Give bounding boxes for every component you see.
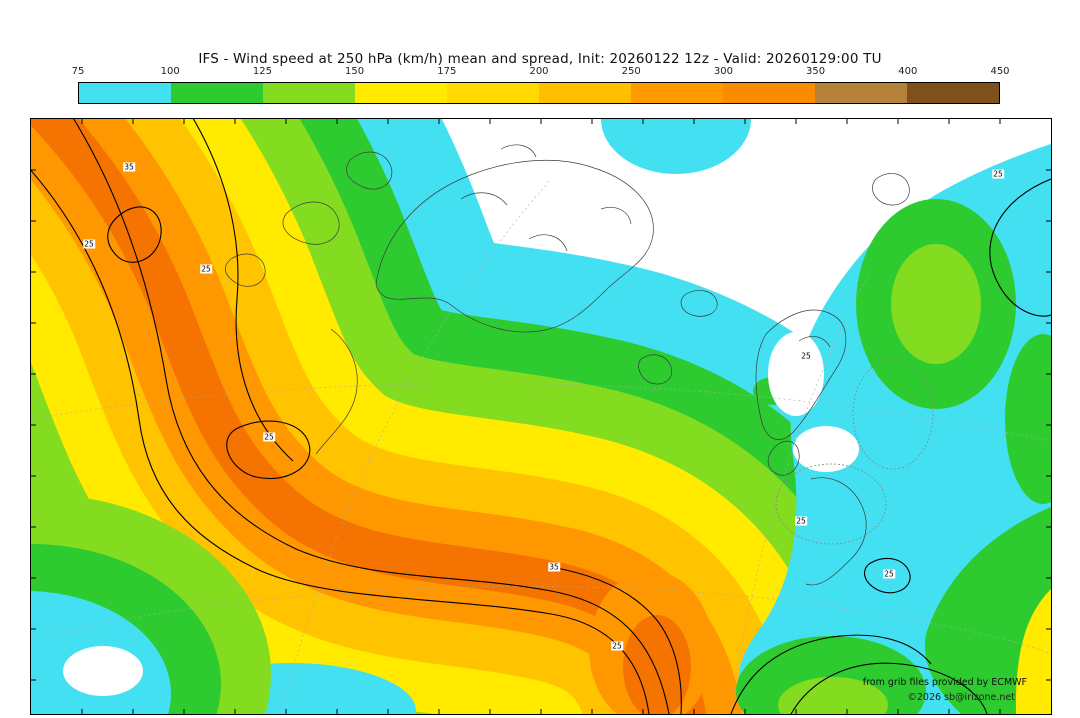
colorbar-segment — [79, 83, 171, 103]
contour-label: 25 — [992, 169, 1004, 179]
map-panel: 35 25 25 25 35 25 25 25 25 25 from grib files pro… — [30, 118, 1052, 715]
colorbar-tick-labels: 75 100 125 150 175 200 250 300 350 400 450 — [72, 66, 1010, 82]
colorbar-segment — [355, 83, 447, 103]
colorbar-scale — [78, 82, 1000, 104]
contour-label: 35 — [548, 562, 560, 572]
colorbar-tick-label: 100 — [160, 66, 180, 77]
attribution-ecmwf: from grib files provided by ECMWF — [862, 677, 1027, 688]
attribution-copyright: ©2026 sb@irizone.net — [907, 692, 1015, 703]
colorbar-segment — [631, 83, 723, 103]
colorbar-segment — [171, 83, 263, 103]
contour-label: 25 — [795, 516, 807, 526]
contour-label: 25 — [883, 569, 895, 579]
spread-contours-dashed — [775, 358, 934, 545]
colorbar-segment — [447, 83, 539, 103]
contour-label: 25 — [611, 641, 623, 651]
south-orange-core — [589, 571, 713, 714]
colorbar-segment — [907, 83, 999, 103]
colorbar-segment — [539, 83, 631, 103]
southwest-corner-fills — [31, 494, 271, 714]
contour-label: 25 — [83, 239, 95, 249]
border-ticks — [31, 119, 1051, 714]
jet-stream-fill — [31, 119, 1011, 714]
colorbar-tick-label: 150 — [345, 66, 365, 77]
contour-label: 35 — [123, 162, 135, 172]
colorbar-tick-label: 450 — [990, 66, 1010, 77]
north-cyan-patch — [601, 119, 751, 174]
spread-contours — [31, 119, 1051, 714]
east-green-cores — [736, 199, 1051, 714]
colorbar-tick-label: 300 — [713, 66, 733, 77]
colorbar-tick-label: 125 — [252, 66, 272, 77]
colorbar-tick-label: 175 — [437, 66, 457, 77]
colorbar-segment — [723, 83, 815, 103]
contour-label: 25 — [263, 432, 275, 442]
graticule — [31, 178, 1051, 714]
colorbar-tick-label: 350 — [806, 66, 826, 77]
contour-labels-layer: 35 25 25 25 35 25 25 25 25 25 — [31, 119, 1051, 714]
colorbar-tick-label: 250 — [621, 66, 641, 77]
colorbar-segment — [263, 83, 355, 103]
colorbar-segment — [815, 83, 907, 103]
chart-title: IFS - Wind speed at 250 hPa (km/h) mean … — [198, 51, 882, 67]
colorbar-tick-label: 400 — [898, 66, 918, 77]
colorbar: 75 100 125 150 175 200 250 300 350 400 450 — [72, 66, 1010, 104]
contour-label: 25 — [200, 264, 212, 274]
coastlines — [224, 144, 910, 586]
contour-label: 25 — [800, 351, 812, 361]
colorbar-tick-label: 200 — [529, 66, 549, 77]
colorbar-tick-label: 75 — [71, 66, 85, 77]
wind-map — [31, 119, 1051, 714]
